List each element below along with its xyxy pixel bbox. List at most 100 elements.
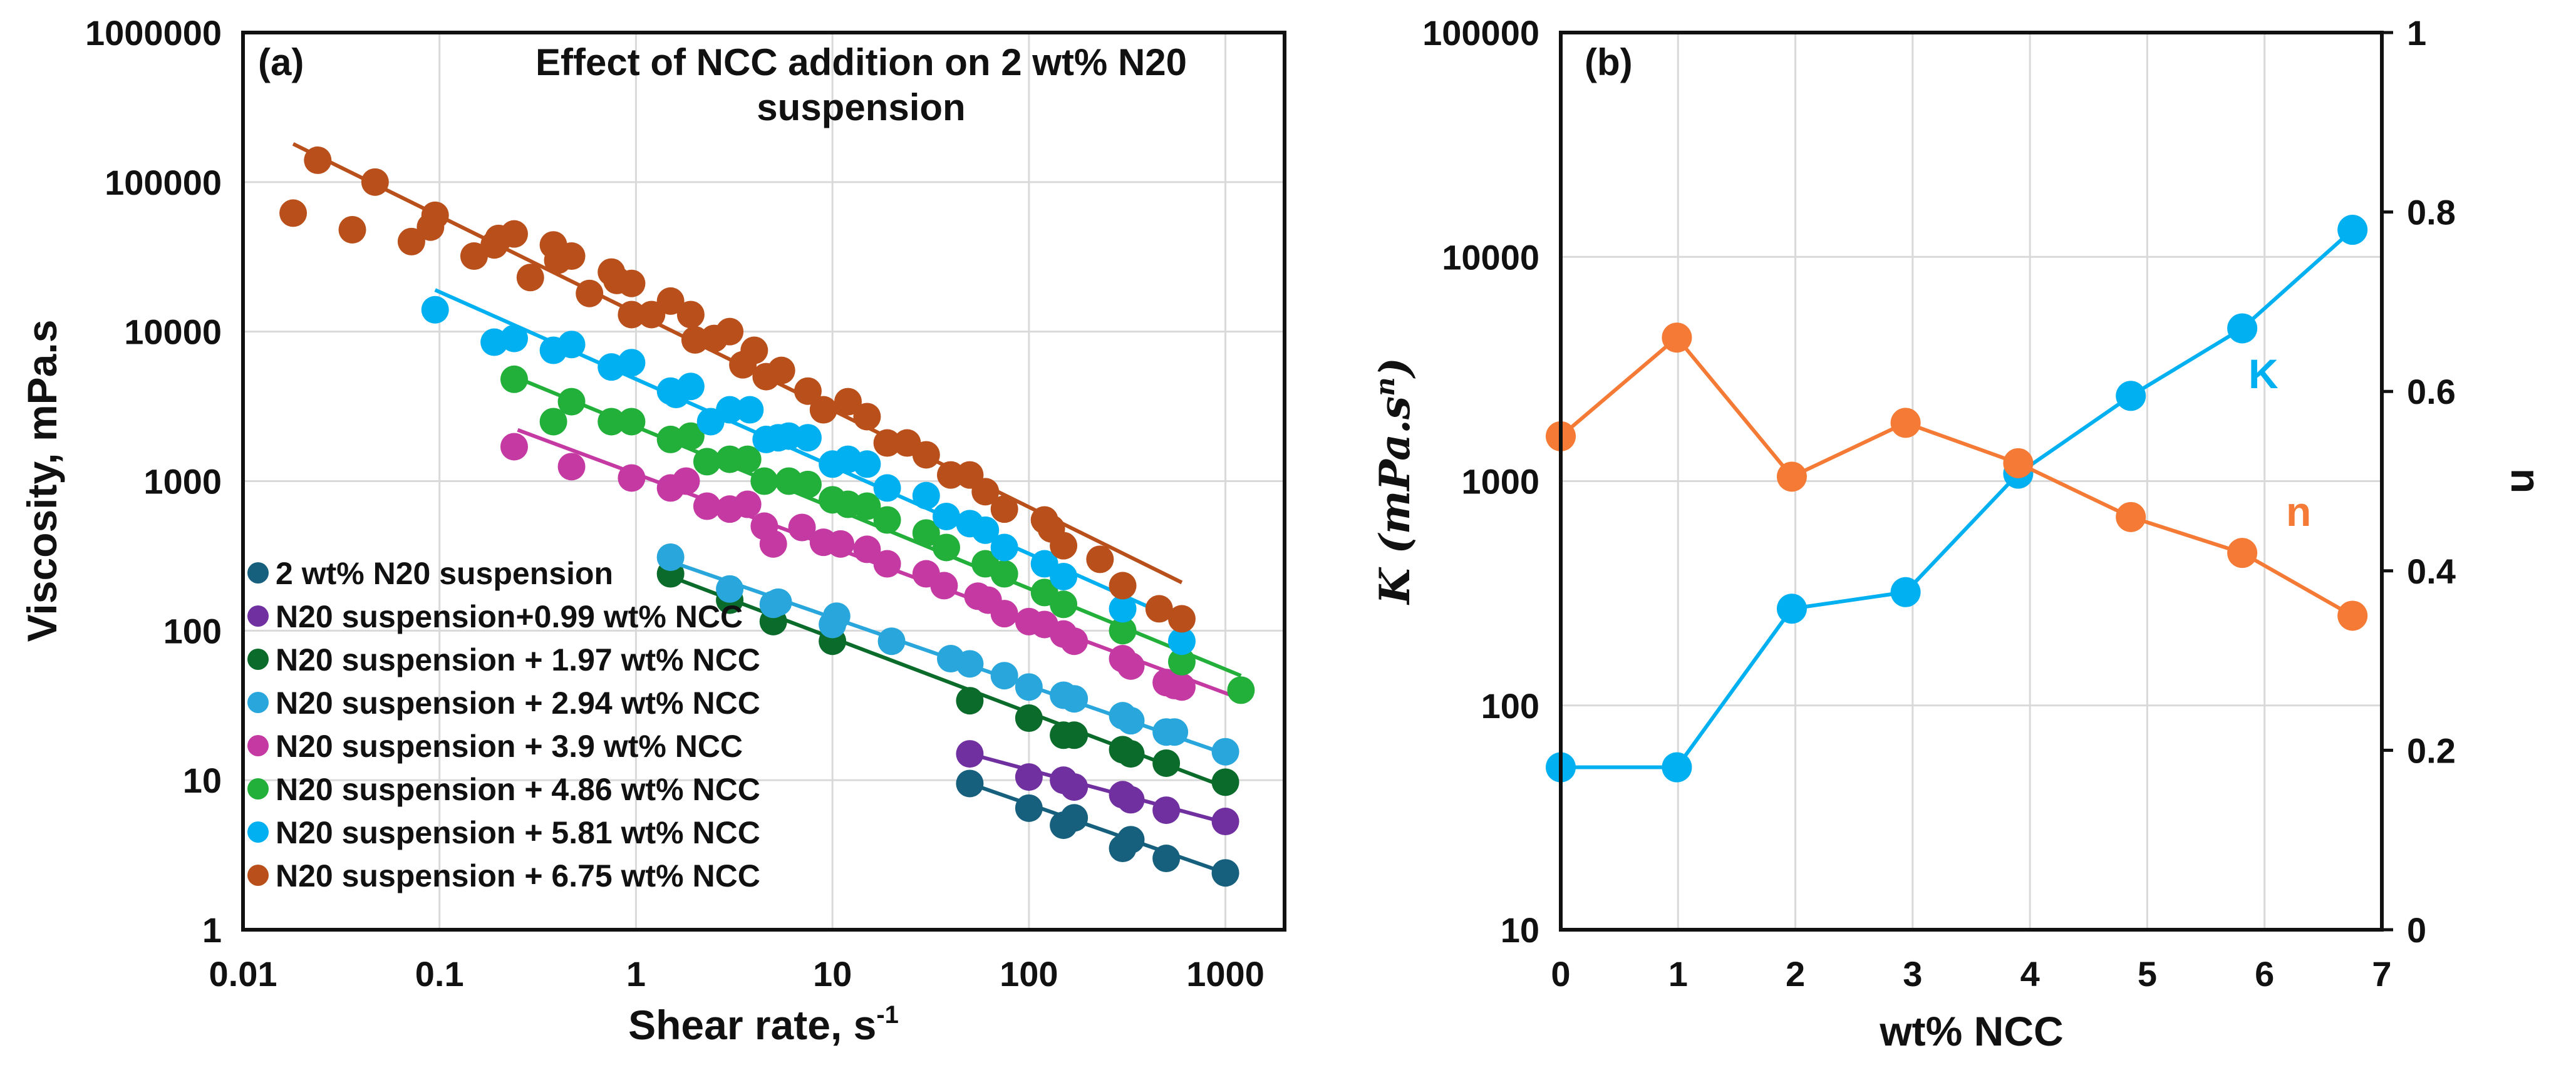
data-point — [853, 492, 881, 520]
panel-a-viscosity-chart: 0.01 0.1 1 10 100 1000 1 10 100 1000 10000 100000 10… — [19, 13, 1286, 1048]
data-point — [618, 464, 646, 492]
data-point — [794, 424, 822, 452]
data-point — [990, 495, 1018, 523]
y-left-tick-label: 10 — [1501, 910, 1539, 950]
series-8 — [279, 142, 1196, 633]
data-point — [736, 396, 764, 424]
plot-frame — [241, 31, 1286, 932]
data-point — [618, 408, 646, 436]
data-point — [1117, 786, 1145, 814]
data-point — [956, 769, 984, 798]
data-point — [693, 448, 721, 476]
legend: 2 wt% N20 suspension N20 suspension+0.99 … — [247, 556, 760, 893]
series-label-n: n — [2286, 488, 2311, 535]
data-point — [676, 422, 705, 450]
fit-line — [969, 781, 1226, 875]
data-point — [873, 550, 901, 578]
data-point — [304, 146, 332, 174]
x-tick-label: 0.01 — [209, 954, 277, 994]
data-point — [2116, 501, 2146, 532]
data-point — [618, 349, 646, 377]
data-point — [716, 396, 744, 424]
data-point — [557, 331, 586, 359]
data-point — [822, 602, 851, 630]
legend-marker — [247, 692, 269, 713]
series-6 — [500, 365, 1255, 704]
data-point — [1015, 704, 1043, 733]
data-point — [937, 461, 965, 489]
data-point — [933, 533, 961, 562]
y-right-tick-label: 0.8 — [2407, 193, 2456, 232]
data-point — [1167, 627, 1196, 656]
data-point — [1050, 532, 1078, 560]
data-point — [794, 377, 822, 405]
data-point — [912, 481, 940, 510]
data-point — [557, 242, 586, 270]
x-tick-label: 4 — [2020, 954, 2040, 994]
data-point — [1890, 577, 1921, 607]
x-tick-label: 1 — [1668, 954, 1688, 994]
data-point — [421, 296, 449, 324]
data-point — [539, 408, 567, 436]
data-point — [500, 220, 528, 248]
data-point — [638, 301, 666, 329]
data-point — [421, 201, 449, 229]
data-point — [597, 408, 626, 436]
legend-item: N20 suspension + 4.86 wt% NCC — [247, 772, 760, 807]
data-point — [656, 543, 685, 571]
legend-marker — [247, 865, 269, 886]
legend-item: 2 wt% N20 suspension — [247, 556, 613, 591]
y-tick-label: 100000 — [105, 163, 222, 202]
data-point — [1015, 794, 1043, 822]
data-point — [693, 492, 721, 520]
x-tick-label: 2 — [1786, 954, 1805, 994]
data-point — [1662, 752, 1692, 783]
data-point — [1890, 408, 1921, 438]
data-point — [2337, 600, 2368, 631]
legend-label: N20 suspension + 2.94 wt% NCC — [276, 686, 760, 721]
data-point — [1152, 845, 1181, 873]
data-point — [956, 650, 984, 678]
data-point — [2227, 313, 2258, 344]
data-point — [676, 373, 705, 401]
data-point — [576, 279, 604, 307]
data-point — [1211, 768, 1239, 796]
data-point — [2337, 215, 2368, 245]
legend-item: N20 suspension + 6.75 wt% NCC — [247, 858, 760, 893]
data-point — [557, 453, 586, 481]
legend-item: N20 suspension + 2.94 wt% NCC — [247, 686, 760, 721]
data-point — [990, 560, 1018, 588]
series-line — [1561, 228, 2354, 769]
data-point — [834, 388, 862, 416]
y-right-tick-label: 0.4 — [2407, 552, 2456, 591]
data-point — [1152, 796, 1181, 825]
legend-label: N20 suspension+0.99 wt% NCC — [276, 599, 743, 634]
x-axis-title: wt% NCC — [1879, 1008, 2063, 1054]
y-tick-label: 1000000 — [85, 13, 222, 53]
data-point — [1109, 617, 1137, 645]
data-point — [1117, 740, 1145, 768]
y-right-tick-label: 0.6 — [2407, 372, 2456, 411]
series-K — [1546, 215, 2368, 783]
data-point — [1117, 707, 1145, 735]
data-point — [853, 403, 881, 431]
data-point — [1211, 808, 1239, 836]
x-tick-label: 10 — [813, 954, 852, 994]
data-point — [990, 600, 1018, 628]
x-tick-label: 0.1 — [415, 954, 464, 994]
y-right-axis-title: n — [2503, 468, 2549, 493]
data-point — [1117, 826, 1145, 854]
data-point — [1152, 749, 1181, 777]
legend-item: N20 suspension + 3.9 wt% NCC — [247, 729, 743, 764]
y-right-tick-label: 0.2 — [2407, 731, 2456, 770]
data-point — [1050, 590, 1078, 619]
data-point — [912, 441, 940, 469]
data-point — [853, 535, 881, 563]
x-tick-label: 5 — [2138, 954, 2157, 994]
data-point — [764, 588, 792, 616]
data-point — [1211, 738, 1239, 766]
data-point — [1145, 595, 1173, 623]
data-point — [788, 513, 816, 542]
data-point — [1015, 763, 1043, 791]
